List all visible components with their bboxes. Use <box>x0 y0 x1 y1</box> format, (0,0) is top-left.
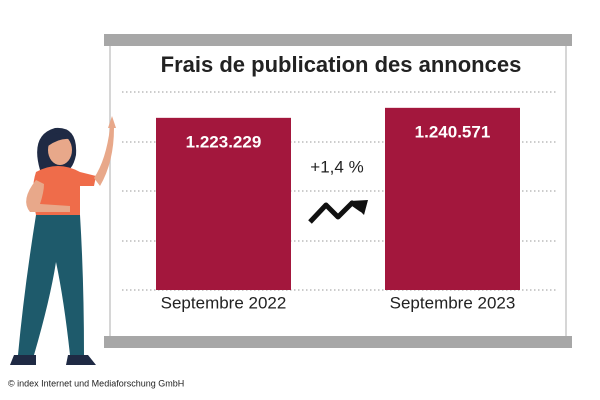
value-label: 1.240.571 <box>415 122 491 141</box>
value-label: 1.223.229 <box>186 132 262 151</box>
bar <box>156 117 291 290</box>
x-tick-label: Septembre 2022 <box>161 293 287 312</box>
illustration <box>10 116 116 365</box>
board-bottom-rail <box>104 336 572 348</box>
x-tick-label: Septembre 2023 <box>390 293 516 312</box>
annotation: +1,4 % <box>310 157 363 176</box>
trend-arrow-head <box>350 200 368 215</box>
bar <box>385 107 520 290</box>
board-top-rail <box>104 34 572 46</box>
chart-title: Frais de publication des annonces <box>161 52 522 77</box>
source: © index Internet und Mediaforschung GmbH <box>8 378 184 388</box>
